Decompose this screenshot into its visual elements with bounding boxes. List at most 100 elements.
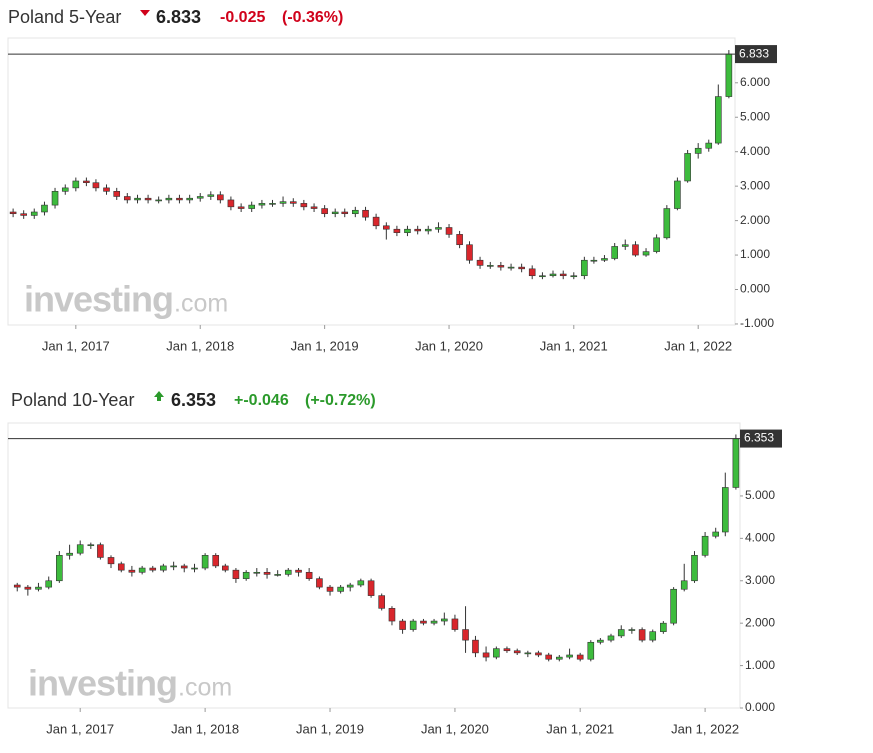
- candle-body: [180, 565, 188, 569]
- candle-body: [642, 251, 650, 256]
- candle-body: [393, 228, 401, 233]
- candle-body: [248, 204, 255, 209]
- candle-body: [321, 208, 328, 215]
- candle-body: [263, 571, 271, 575]
- last-price-box: [740, 429, 782, 448]
- candle-body: [92, 182, 100, 189]
- candle-body: [232, 569, 240, 579]
- candle-body: [587, 641, 595, 660]
- candle-body: [346, 584, 354, 588]
- candle-body: [611, 246, 618, 259]
- candle-body: [674, 180, 681, 209]
- candle-body: [367, 580, 375, 596]
- candle-body: [176, 197, 183, 201]
- candle-body: [87, 544, 95, 547]
- y-tick-label: 2.000: [745, 615, 775, 629]
- candle-body: [144, 197, 152, 201]
- candle-body: [149, 567, 157, 571]
- candle-body: [570, 275, 578, 278]
- x-tick-label: Jan 1, 2022: [664, 338, 732, 353]
- candle-body: [660, 622, 667, 632]
- candle-body: [476, 259, 484, 266]
- candle-body: [420, 620, 427, 624]
- candle-body: [518, 266, 525, 270]
- candle-body: [466, 244, 473, 261]
- last-price: 6.353: [171, 390, 216, 410]
- candle-body: [556, 656, 563, 660]
- watermark-domain: .com: [178, 674, 232, 702]
- candle-body: [632, 244, 639, 256]
- candle-body: [269, 203, 276, 205]
- candle-body: [326, 586, 334, 592]
- candle-body: [597, 639, 604, 643]
- candle-body: [9, 211, 17, 215]
- candle-body: [566, 654, 573, 658]
- candle-body: [45, 580, 53, 588]
- price-change-pct: (-0.36%): [282, 9, 343, 26]
- watermark: investing: [24, 279, 173, 320]
- last-price: 6.833: [156, 7, 201, 27]
- y-tick-label: 5.000: [745, 488, 775, 502]
- candle-body: [51, 191, 59, 206]
- candle-body: [258, 203, 266, 206]
- candle-body: [714, 96, 722, 144]
- candle-body: [30, 211, 38, 216]
- candle-body: [581, 259, 588, 277]
- y-tick-label: 4.000: [740, 144, 770, 158]
- candle-body: [545, 654, 553, 660]
- price-change-pct: (+-0.72%): [305, 392, 376, 409]
- candle-body: [41, 204, 48, 213]
- y-tick-label: 0.000: [745, 700, 775, 714]
- candle-body: [535, 652, 542, 656]
- candle-body: [383, 225, 390, 230]
- candle-body: [694, 147, 702, 154]
- candle-body: [559, 273, 567, 277]
- y-tick-label: 2.000: [740, 213, 770, 227]
- candle-body: [274, 574, 281, 576]
- candle-body: [97, 544, 104, 558]
- candle-body: [409, 620, 417, 630]
- candle-body: [56, 555, 63, 582]
- candle-body: [539, 275, 546, 278]
- candle-body: [691, 555, 698, 582]
- candle-body: [399, 620, 406, 630]
- x-tick-label: Jan 1, 2021: [540, 338, 608, 353]
- candle-body: [316, 578, 323, 588]
- x-tick-label: Jan 1, 2017: [42, 338, 110, 353]
- candle-body: [237, 206, 245, 209]
- x-tick-label: Jan 1, 2020: [421, 721, 489, 736]
- candle-body: [341, 211, 349, 215]
- candle-body: [279, 201, 287, 204]
- candle-body: [549, 273, 557, 277]
- candle-body: [20, 213, 27, 216]
- candle-body: [61, 187, 69, 192]
- candle-body: [404, 228, 411, 233]
- candle-body: [435, 227, 442, 230]
- candle-body: [217, 194, 224, 201]
- x-tick-label: Jan 1, 2019: [291, 338, 359, 353]
- last-price-label: 6.353: [744, 431, 774, 445]
- candle-body: [712, 531, 720, 537]
- candle-body: [362, 209, 369, 218]
- last-price-box: [735, 45, 777, 64]
- candle-body: [482, 652, 490, 658]
- candle-body: [170, 565, 177, 568]
- last-price-label: 6.833: [739, 46, 769, 60]
- candle-body: [462, 629, 469, 641]
- candle-body: [445, 227, 453, 235]
- y-tick-label: 0.000: [740, 282, 770, 296]
- price-change: -0.025: [220, 9, 265, 26]
- candle-body: [663, 208, 671, 239]
- x-tick-label: Jan 1, 2021: [546, 721, 614, 736]
- candle-body: [186, 197, 193, 201]
- x-tick-label: Jan 1, 2020: [415, 338, 483, 353]
- candle-body: [128, 569, 136, 573]
- x-tick-label: Jan 1, 2017: [46, 721, 114, 736]
- candle-body: [295, 569, 302, 573]
- candle-body: [138, 567, 146, 573]
- watermark: investing: [28, 663, 177, 704]
- y-tick-label: 5.000: [740, 109, 770, 123]
- y-tick-label: 4.000: [745, 531, 775, 545]
- candle-body: [227, 199, 235, 208]
